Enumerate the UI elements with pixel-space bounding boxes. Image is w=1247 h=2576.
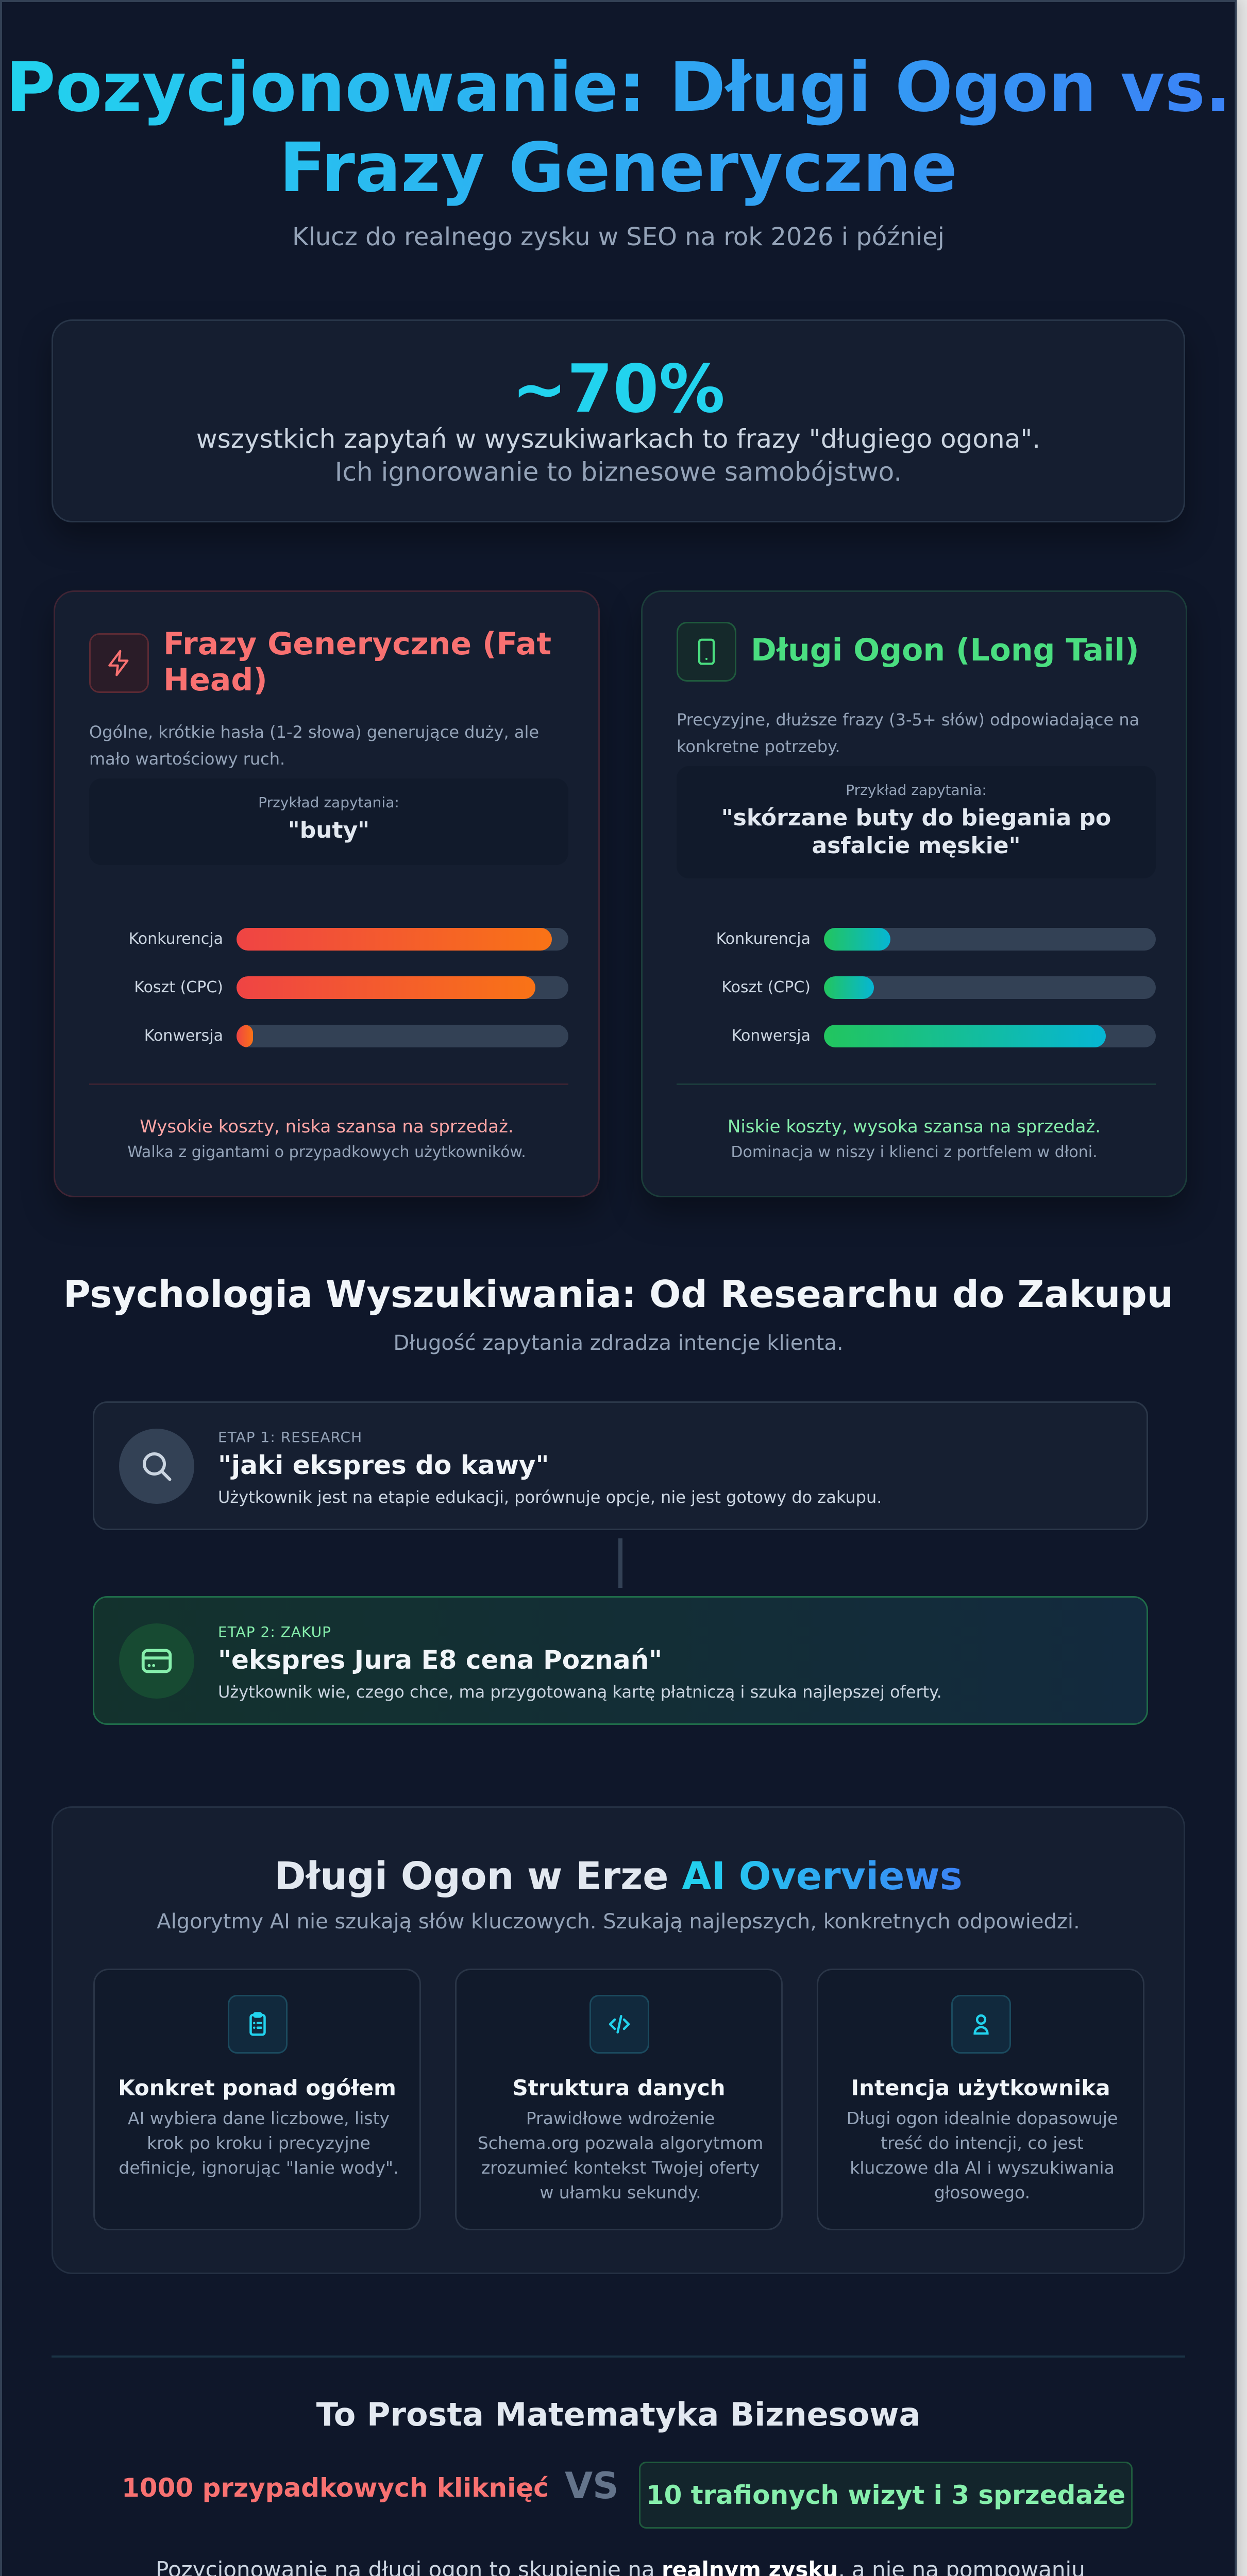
bar-competition: Konkurencja <box>89 928 568 951</box>
math-targeted-visits: 10 trafionych wizyt i 3 sprzedaże <box>639 2462 1133 2529</box>
section-subtitle-ai: Algorytmy AI nie szukają słów kluczowych… <box>157 1910 1080 1934</box>
bar-fill <box>824 976 874 999</box>
stage-research: ETAP 1: RESEARCH "jaki ekspres do kawy" … <box>93 1401 1148 1530</box>
bar-label: Koszt (CPC) <box>134 978 223 996</box>
conclusion-emphasis: realnym zysku <box>661 2557 838 2576</box>
feature-description: AI wybiera dane liczbowe, listy krok po … <box>119 2108 399 2178</box>
bar-label: Konkurencja <box>716 930 811 948</box>
bar-fill <box>824 1025 1106 1047</box>
code-icon <box>589 1995 649 2054</box>
ai-overviews-section: Długi Ogon w Erze AI Overviews Algorytmy… <box>52 1806 1185 2274</box>
stage-connector <box>618 1538 622 1588</box>
example-query: "buty" <box>288 817 370 843</box>
conclusion-text: , a nie na pompowaniu statystyk, które ł… <box>838 2557 1085 2576</box>
card-title: Frazy Generyczne (Fat Head) <box>163 626 552 698</box>
example-query-box: Przykład zapytania: "buty" <box>89 778 568 865</box>
title-highlight: AI Overviews <box>682 1854 963 1899</box>
example-label: Przykład zapytania: <box>846 782 987 799</box>
card-conclusion: Wysokie koszty, niska szansa na sprzedaż… <box>140 1116 514 1137</box>
divider <box>89 1083 568 1085</box>
feature-description: Prawidłowe wdrożenie Schema.org pozwala … <box>477 2108 764 2202</box>
example-label: Przykład zapytania: <box>258 794 399 811</box>
section-title-psychology: Psychologia Wyszukiwania: Od Researchu d… <box>63 1273 1174 1316</box>
user-icon <box>951 1995 1011 2054</box>
card-long-tail: Długi Ogon (Long Tail) Precyzyjne, dłużs… <box>641 590 1187 1197</box>
stage-purchase: ETAP 2: ZAKUP "ekspres Jura E8 cena Pozn… <box>93 1596 1148 1725</box>
bar-label: Konwersja <box>144 1027 223 1045</box>
example-query: "skórzane buty do biegania po asfalcie m… <box>721 805 1111 859</box>
bar-fill <box>237 928 552 951</box>
bar-fill <box>824 928 890 951</box>
example-query-box: Przykład zapytania: "skórzane buty do bi… <box>677 766 1156 878</box>
card-description: Ogólne, krótkie hasła (1-2 słowa) generu… <box>89 722 540 769</box>
card-description: Precyzyjne, dłuższe frazy (3-5+ słów) od… <box>677 710 1140 756</box>
bar-label: Konwersja <box>731 1027 811 1045</box>
stage-description: Użytkownik wie, czego chce, ma przygotow… <box>218 1682 942 1702</box>
stat-box: ~70% wszystkich zapytań w wyszukiwarkach… <box>52 319 1185 522</box>
divider <box>677 1083 1156 1085</box>
stat-warning: Ich ignorowanie to biznesowe samobójstwo… <box>334 457 902 487</box>
bar-track <box>237 928 568 951</box>
conclusion-text: Pozycjonowanie na długi ogon to skupieni… <box>156 2557 662 2576</box>
section-title-math: To Prosta Matematyka Biznesowa <box>316 2396 921 2433</box>
feature-title: Struktura danych <box>512 2075 726 2100</box>
card-title: Długi Ogon (Long Tail) <box>751 632 1139 668</box>
bar-conversion: Konwersja <box>677 1025 1156 1047</box>
page-title: Pozycjonowanie: Długi Ogon vs. Frazy Gen… <box>2 47 1235 208</box>
feature-description: Długi ogon idealnie dopasowuje treść do … <box>846 2108 1118 2202</box>
smartphone-icon <box>677 622 736 682</box>
stat-description: wszystkich zapytań w wyszukiwarkach to f… <box>196 424 1041 454</box>
bar-track <box>824 928 1156 951</box>
bar-cost: Koszt (CPC) <box>89 976 568 999</box>
stat-value: ~70% <box>512 351 725 428</box>
feature-title: Intencja użytkownika <box>851 2075 1110 2100</box>
bar-competition: Konkurencja <box>677 928 1156 951</box>
title-plain: Długi Ogon w Erze <box>274 1854 682 1899</box>
math-vs: VS <box>565 2465 619 2507</box>
card-generic-phrases: Frazy Generyczne (Fat Head) Ogólne, krót… <box>54 590 600 1197</box>
bar-label: Konkurencja <box>128 930 223 948</box>
stage-query: "ekspres Jura E8 cena Poznań" <box>218 1645 663 1675</box>
credit-card-icon <box>119 1623 194 1699</box>
feature-card-specifics: Konkret ponad ogółem AI wybiera dane lic… <box>93 1969 421 2230</box>
page-subtitle: Klucz do realnego zysku w SEO na rok 202… <box>292 223 945 251</box>
bar-conversion: Konwersja <box>89 1025 568 1047</box>
bar-cost: Koszt (CPC) <box>677 976 1156 999</box>
bar-label: Koszt (CPC) <box>721 978 811 996</box>
bar-track <box>237 976 568 999</box>
feature-title: Konkret ponad ogółem <box>118 2075 396 2100</box>
section-subtitle-psychology: Długość zapytania zdradza intencje klien… <box>393 1331 844 1355</box>
feature-card-structured-data: Struktura danych Prawidłowe wdrożenie Sc… <box>455 1969 783 2230</box>
section-title-ai: Długi Ogon w Erze AI Overviews <box>53 1854 1184 1899</box>
bar-fill <box>237 976 535 999</box>
bar-track <box>237 1025 568 1047</box>
stage-tag: ETAP 1: RESEARCH <box>218 1429 363 1446</box>
feature-card-user-intent: Intencja użytkownika Długi ogon idealnie… <box>817 1969 1144 2230</box>
bar-track <box>824 976 1156 999</box>
lightning-icon <box>89 633 149 693</box>
bar-fill <box>237 1025 254 1047</box>
math-random-clicks: 1000 przypadkowych kliknięć <box>122 2473 549 2503</box>
clipboard-list-icon <box>228 1995 288 2054</box>
math-conclusion: Pozycjonowanie na długi ogon to skupieni… <box>105 2554 1136 2576</box>
stage-tag: ETAP 2: ZAKUP <box>218 1623 332 1640</box>
stage-description: Użytkownik jest na etapie edukacji, poró… <box>218 1487 882 1507</box>
card-conclusion-detail: Dominacja w niszy i klienci z portfelem … <box>731 1143 1098 1161</box>
bar-track <box>824 1025 1156 1047</box>
search-icon <box>119 1429 194 1504</box>
stage-query: "jaki ekspres do kawy" <box>218 1450 549 1480</box>
section-divider <box>52 2355 1185 2358</box>
card-conclusion: Niskie koszty, wysoka szansa na sprzedaż… <box>727 1116 1101 1137</box>
card-conclusion-detail: Walka z gigantami o przypadkowych użytko… <box>127 1143 526 1161</box>
